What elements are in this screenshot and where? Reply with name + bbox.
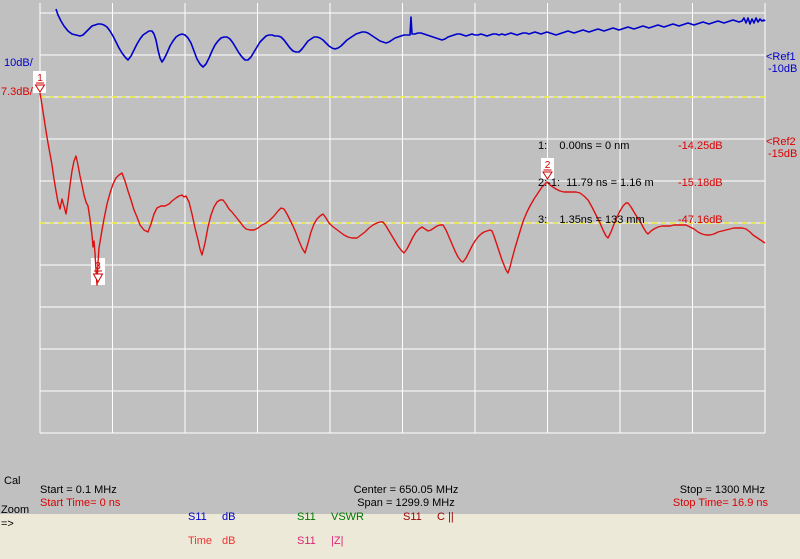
ref1-label[interactable]: <Ref1 xyxy=(766,51,796,63)
ref2-value: -15dB xyxy=(768,148,798,160)
channel-s11-c[interactable]: S11 C || xyxy=(403,511,454,523)
channel-s11-vswr[interactable]: S11 VSWR xyxy=(297,511,364,523)
plot-area[interactable]: 1 2 3 xyxy=(0,0,800,514)
cal-button[interactable]: Cal xyxy=(4,475,21,487)
start-frequency: Start = 0.1 MHz xyxy=(40,484,117,496)
marker1-value: -14.25dB xyxy=(678,140,723,152)
marker-readout-row: 1: 0.00ns = 0 nm -14.25dB xyxy=(538,140,738,153)
marker-2-digit[interactable]: 2 xyxy=(545,160,551,171)
marker1-text: 1: 0.00ns = 0 nm xyxy=(538,140,630,152)
plot-panel xyxy=(0,0,800,514)
marker-3-digit[interactable]: 3 xyxy=(95,261,101,272)
channel-s11-db[interactable]: S11 dB xyxy=(188,511,235,523)
zoom-button[interactable]: Zoom xyxy=(1,504,30,516)
start-time: Start Time= 0 ns xyxy=(40,497,121,509)
scale-red-label[interactable]: 7.3dB/ xyxy=(1,86,33,98)
trace-s11-db xyxy=(55,8,766,68)
marker2-value: -15.18dB xyxy=(678,177,723,189)
channel-s11-z[interactable]: S11 |Z| xyxy=(297,535,343,547)
channel-port: S11 xyxy=(188,511,207,523)
channel-port: S11 xyxy=(403,511,422,523)
span-frequency: Span = 1299.9 MHz xyxy=(357,497,455,509)
channel-format: VSWR xyxy=(331,511,364,523)
zoom-arrow-button[interactable]: => xyxy=(1,518,14,530)
channel-port: S11 xyxy=(297,511,316,523)
channel-format: |Z| xyxy=(331,535,344,547)
channel-port: Time xyxy=(188,535,213,547)
marker-2-triangle[interactable] xyxy=(542,171,553,180)
stop-frequency: Stop = 1300 MHz xyxy=(679,484,765,496)
channel-format: C || xyxy=(437,511,454,523)
marker-3-triangle[interactable] xyxy=(92,273,104,284)
ref1-value: -10dB xyxy=(768,63,798,75)
marker3-text: 3: 1.35ns = 133 mm xyxy=(538,214,645,226)
channel-format: dB xyxy=(222,511,236,523)
marker-1-triangle[interactable] xyxy=(34,84,46,93)
scale-blue-label[interactable]: 10dB/ xyxy=(4,57,33,69)
marker-readout-row: 3: 1.35ns = 133 mm -47.16dB xyxy=(538,214,738,227)
marker3-value: -47.16dB xyxy=(678,214,723,226)
ref2-label[interactable]: <Ref2 xyxy=(766,136,796,148)
stop-time: Stop Time= 16.9 ns xyxy=(672,497,768,509)
marker2-text: 2:-1: 11.79 ns = 1.16 m xyxy=(538,177,654,189)
center-frequency: Center = 650.05 MHz xyxy=(353,484,459,496)
channel-port: S11 xyxy=(297,535,316,547)
channel-format: dB xyxy=(222,535,236,547)
marker-readout: 1: 0.00ns = 0 nm -14.25dB 2:-1: 11.79 ns… xyxy=(538,116,738,239)
channel-time-db[interactable]: Time dB xyxy=(188,535,235,547)
marker-1-digit[interactable]: 1 xyxy=(37,73,43,84)
marker-readout-row: 2:-1: 11.79 ns = 1.16 m -15.18dB xyxy=(538,177,738,190)
trace-time-db xyxy=(39,92,766,286)
